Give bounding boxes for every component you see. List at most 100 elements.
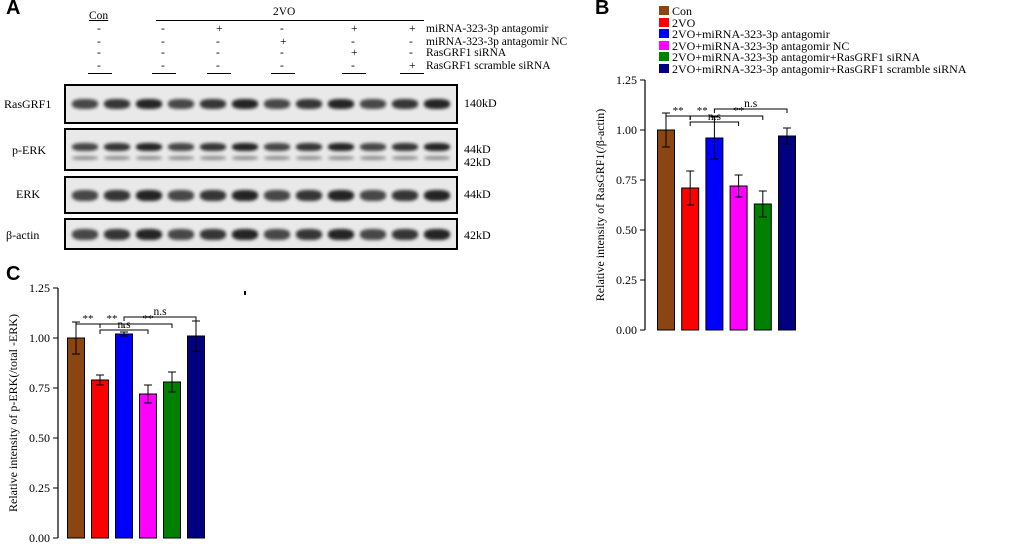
blot-band (424, 142, 450, 151)
lane-underline (400, 73, 424, 74)
blot-band (296, 142, 322, 151)
significance-label: ** (697, 105, 708, 117)
y-tick-label: 1.25 (29, 281, 50, 295)
legend-label: 2VO (672, 15, 696, 30)
treatment-sign: + (351, 23, 358, 35)
blot-p-erk (64, 128, 458, 171)
row-label-p-erk: p-ERK (12, 143, 46, 157)
group-header-2vo: 2VO (273, 6, 296, 18)
significance-bracket (713, 108, 788, 113)
significance-bracket (99, 329, 149, 334)
significance-bracket (123, 316, 197, 321)
treatment-sign: + (409, 23, 416, 35)
blot-band-secondary (328, 155, 354, 160)
legend-label: 2VO+miRNA-323-3p antagomir NC (672, 38, 850, 53)
blot-band (328, 189, 354, 201)
treatment-label: miRNA-323-3p antagomir (426, 23, 549, 35)
panel-label-c: C (6, 263, 21, 285)
kd-p-erk-44: 44kD (464, 142, 491, 156)
blot-band (200, 142, 226, 151)
kd-erk: 44kD (464, 187, 491, 201)
treatment-sign: - (280, 60, 284, 72)
row-label-erk: ERK (16, 187, 40, 201)
y-axis-label: Relative intensity of RasGRF1(/β-actin) (593, 109, 607, 301)
legend-swatch (659, 6, 669, 15)
significance-label: n.s (744, 98, 758, 110)
significance-label: ** (107, 313, 118, 325)
blot-band-secondary (168, 155, 194, 160)
lane-underline (88, 73, 112, 74)
blot-band (200, 189, 226, 201)
significance-bracket (689, 121, 740, 126)
y-tick-label: 0.25 (29, 481, 50, 495)
blot-band-secondary (136, 155, 162, 160)
treatment-label: miRNA-323-3p antagomir NC (426, 36, 568, 48)
treatment-sign: - (161, 23, 165, 35)
legend-swatch (659, 29, 669, 38)
blot-band (72, 142, 98, 151)
blot-band (360, 99, 386, 109)
treatment-sign: - (161, 47, 165, 59)
y-tick-label: 0.50 (29, 431, 50, 445)
y-tick-label: 1.00 (29, 331, 50, 345)
y-tick-label: 0.75 (616, 173, 637, 187)
treatment-sign: - (351, 36, 355, 48)
blot-band (136, 189, 162, 201)
blot-band (424, 189, 450, 201)
blot-band (392, 189, 418, 201)
stray-mark (244, 291, 246, 295)
blot-beta-actin (64, 218, 458, 250)
blot-band (232, 228, 258, 240)
blot-band-secondary (232, 155, 258, 160)
treatment-sign: - (216, 60, 220, 72)
blot-band (296, 228, 322, 240)
significance-label: ** (83, 313, 94, 325)
blot-rasgrf1 (64, 84, 458, 124)
treatment-label: RasGRF1 siRNA (426, 47, 507, 59)
blot-band (168, 228, 194, 240)
legend-swatch (659, 40, 669, 50)
lane-underline (152, 73, 176, 74)
legend-swatch (659, 63, 669, 73)
bar (187, 335, 205, 539)
blot-erk (64, 176, 458, 214)
y-tick-label: 0.00 (616, 323, 637, 337)
significance-bracket (713, 115, 764, 120)
blot-band (392, 99, 418, 109)
treatment-sign: + (409, 60, 416, 72)
treatment-sign: - (161, 36, 165, 48)
blot-band-secondary (424, 155, 450, 160)
treatment-sign: - (351, 60, 355, 72)
treatment-sign: - (280, 23, 284, 35)
bar (139, 393, 157, 539)
blot-band (264, 142, 290, 151)
row-label-rasgrf1: RasGRF1 (4, 97, 52, 111)
bar (163, 381, 181, 539)
blot-band (424, 99, 450, 109)
blot-band-secondary (264, 155, 290, 160)
treatment-label: RasGRF1 scramble siRNA (426, 60, 551, 72)
treatment-sign: - (216, 47, 220, 59)
blot-band (136, 228, 162, 240)
panel-label-b: B (595, 0, 610, 19)
treatment-sign: + (351, 47, 358, 59)
bar (115, 333, 133, 539)
blot-band-secondary (104, 155, 130, 160)
blot-band (72, 99, 98, 109)
blot-band (392, 228, 418, 240)
blot-band-secondary (296, 155, 322, 160)
blot-band (360, 228, 386, 240)
blot-band-secondary (360, 155, 386, 160)
lane-underline (271, 73, 295, 74)
blot-band-secondary (200, 155, 226, 160)
blot-band (104, 142, 130, 151)
y-tick-label: 1.25 (616, 73, 637, 87)
y-axis-label: Relative intensity of p-ERK(/total -ERK) (6, 314, 20, 512)
kd-p-erk-42: 42kD (464, 155, 491, 169)
blot-band (232, 189, 258, 201)
legend-swatch (659, 52, 669, 61)
lane-underline (342, 73, 366, 74)
blot-band (232, 99, 258, 109)
significance-bracket (123, 323, 173, 328)
